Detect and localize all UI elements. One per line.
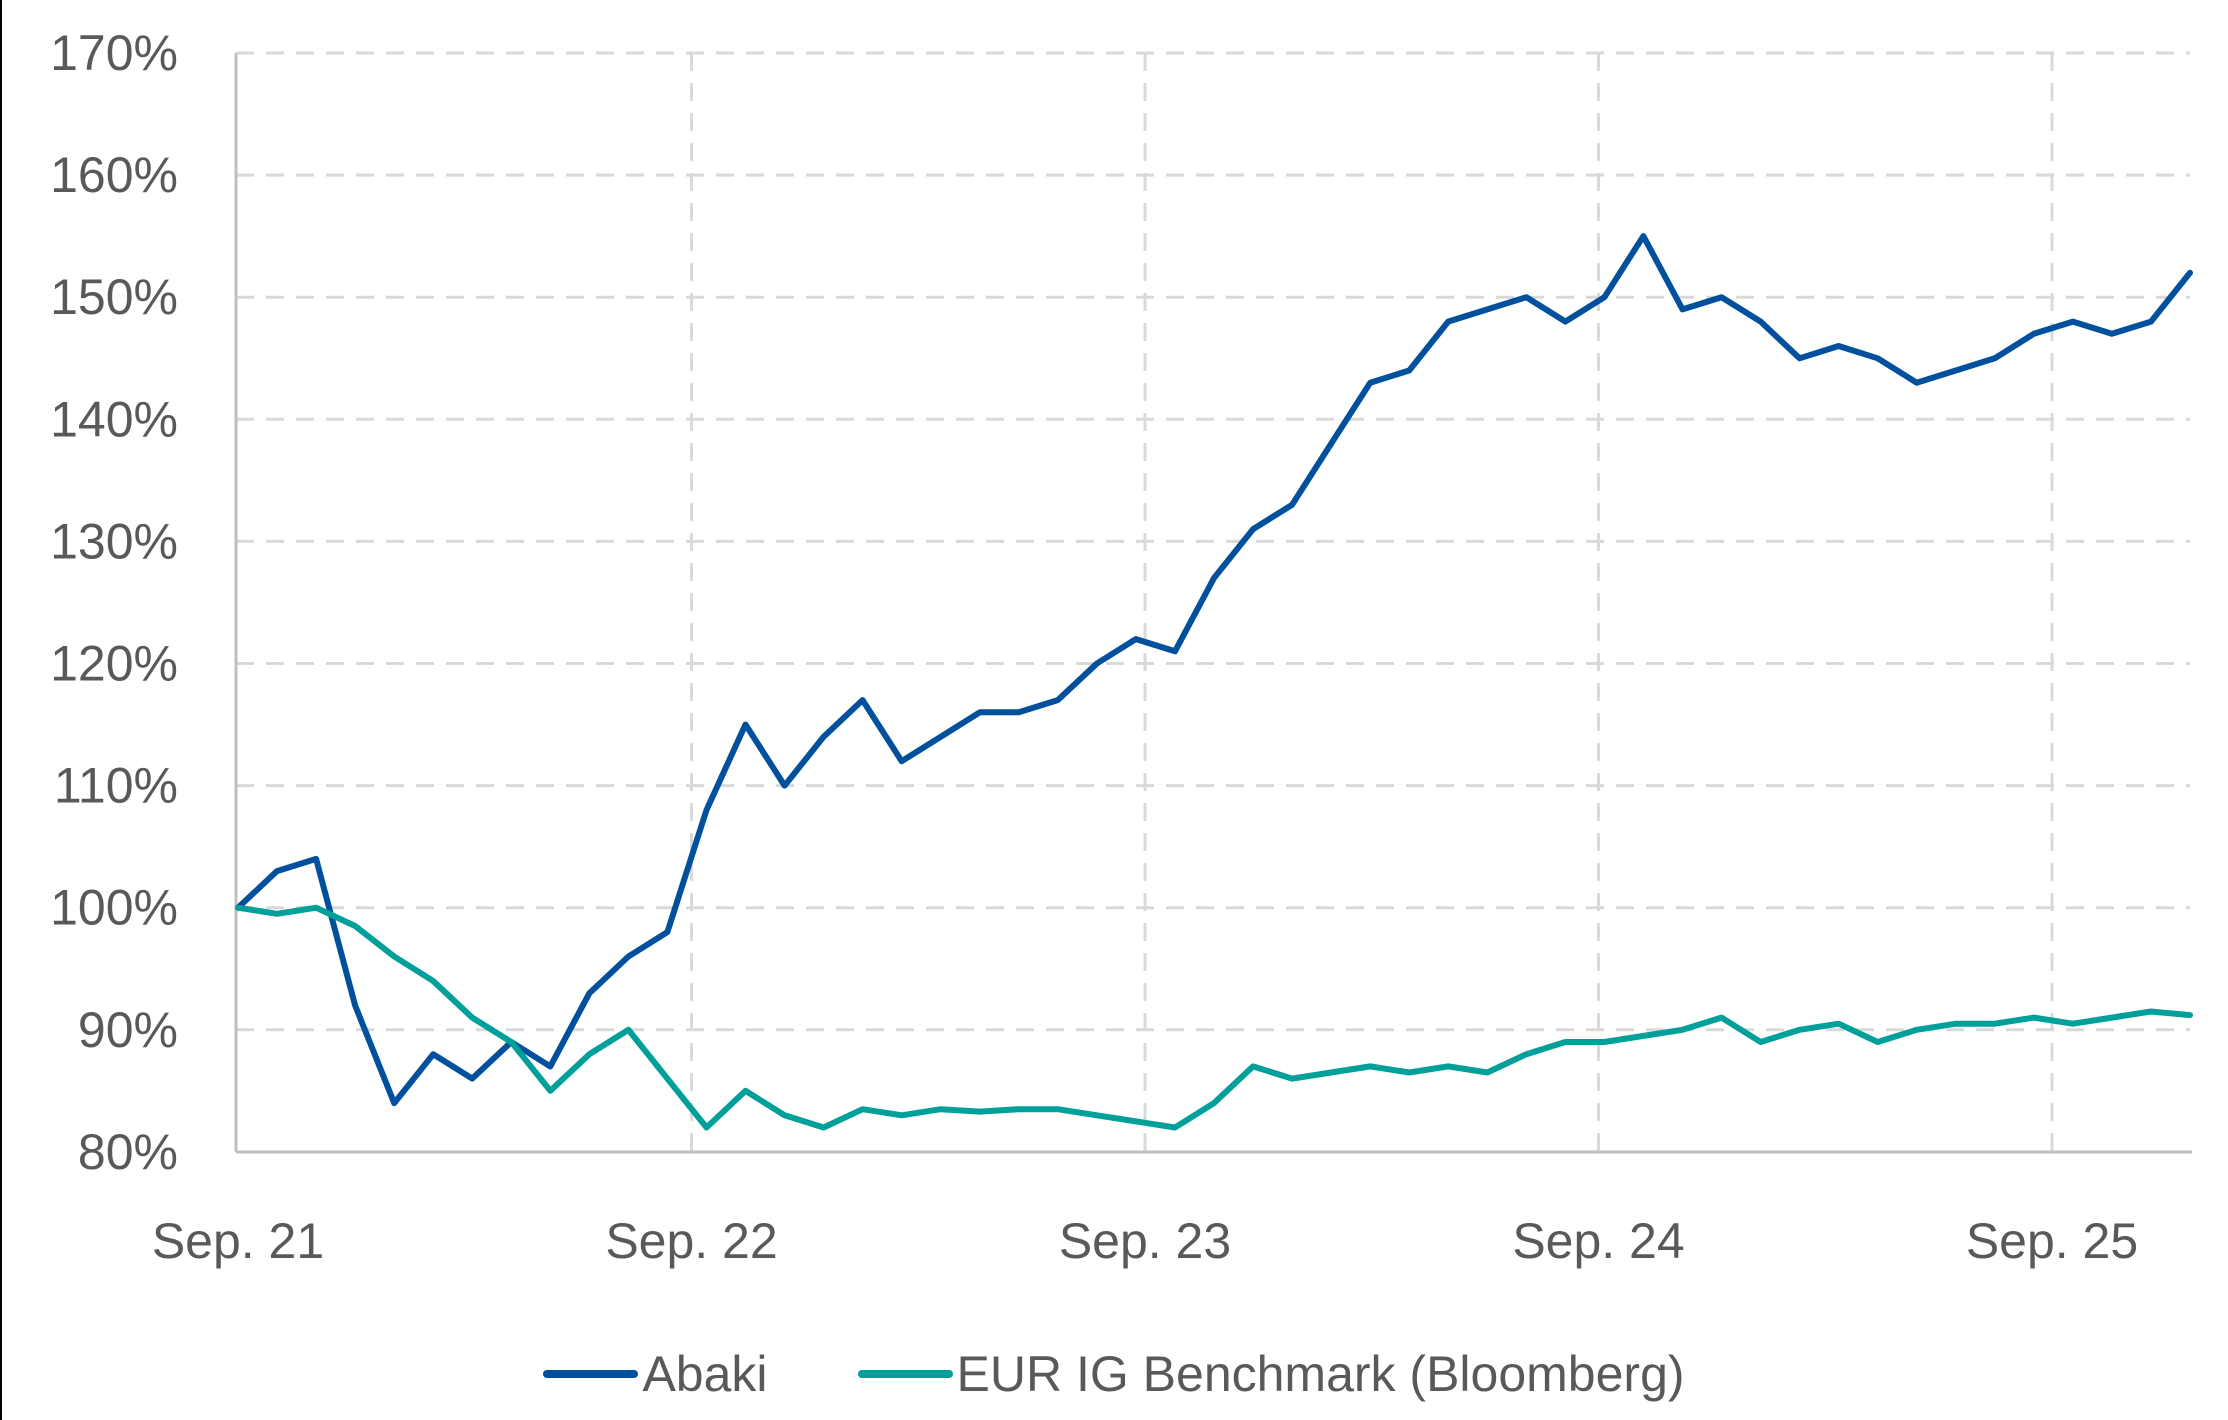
x-tick-label: Sep. 21: [152, 1213, 324, 1269]
abaki-swatch-icon: [543, 1370, 639, 1378]
y-tick-label: 140%: [50, 391, 178, 447]
legend-item-benchmark[interactable]: EUR IG Benchmark (Bloomberg): [857, 1345, 1685, 1403]
y-axis-ticks: 80% 90% 100% 110% 120% 130% 140% 150% 160% 170%: [50, 25, 178, 1180]
series-lines: [235, 233, 2193, 1131]
frame-border: [0, 0, 2, 1420]
legend: Abaki EUR IG Benchmark (Bloomberg): [0, 1345, 2228, 1403]
y-tick-label: 130%: [50, 513, 178, 569]
y-tick-label: 100%: [50, 880, 178, 936]
legend-label: Abaki: [642, 1346, 768, 1402]
x-tick-label: Sep. 25: [1966, 1213, 2138, 1269]
x-axis-ticks: Sep. 21 Sep. 22 Sep. 23 Sep. 24 Sep. 25: [152, 1213, 2138, 1269]
legend-item-abaki[interactable]: Abaki: [543, 1345, 768, 1403]
y-tick-label: 110%: [54, 758, 178, 814]
x-tick-label: Sep. 24: [1512, 1213, 1684, 1269]
abaki-line: [235, 233, 2193, 1107]
benchmark-swatch-icon: [857, 1370, 953, 1378]
benchmark-line: [235, 904, 2193, 1131]
y-tick-label: 170%: [50, 25, 178, 81]
y-tick-label: 80%: [78, 1124, 178, 1180]
x-tick-label: Sep. 23: [1059, 1213, 1231, 1269]
y-tick-label: 90%: [78, 1002, 178, 1058]
y-tick-label: 120%: [50, 636, 178, 692]
x-tick-label: Sep. 22: [605, 1213, 777, 1269]
gridlines: [236, 51, 2190, 1152]
y-tick-label: 150%: [50, 269, 178, 325]
y-tick-label: 160%: [50, 147, 178, 203]
legend-label: EUR IG Benchmark (Bloomberg): [956, 1346, 1685, 1402]
